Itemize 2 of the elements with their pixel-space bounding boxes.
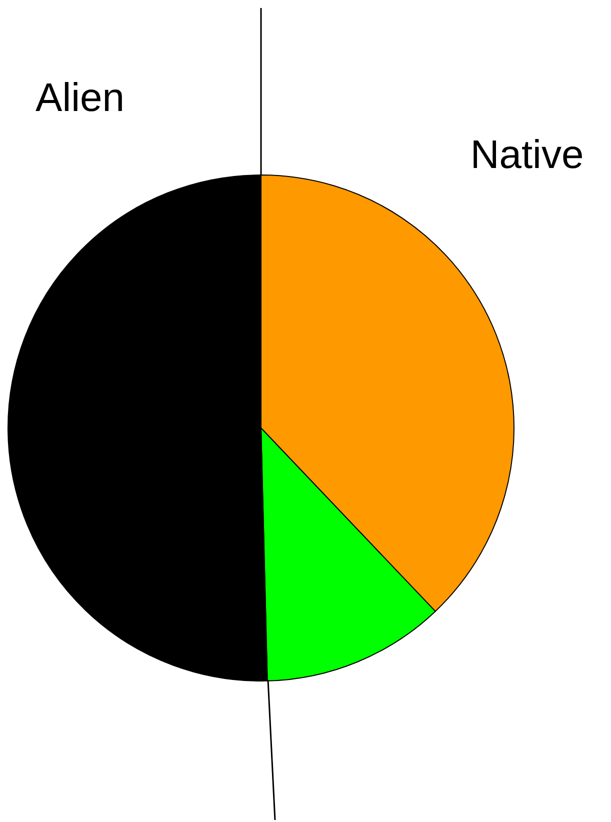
- text: Alien: [36, 76, 124, 120]
- text: Native: [470, 133, 584, 177]
